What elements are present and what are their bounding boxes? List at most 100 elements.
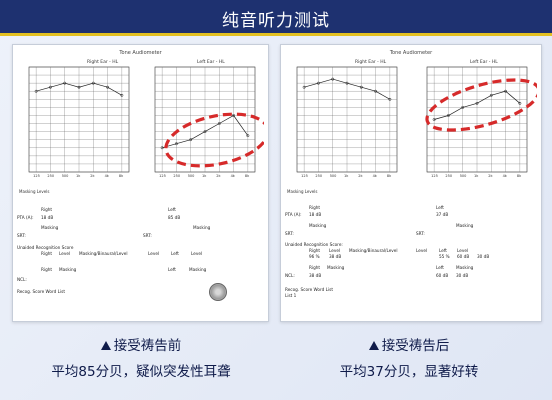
right-ear-grid — [28, 66, 130, 173]
data-point — [189, 138, 193, 142]
pta-right-value: 18 dB — [41, 215, 54, 220]
freq-tick-label: 8k — [387, 174, 392, 178]
audiogram-after-scan: Tone Audiometer Right Ear - HL Left Ear … — [280, 44, 542, 322]
left-ear-grid — [154, 66, 256, 173]
srt-left-label: SRT: — [416, 231, 425, 236]
left-level: 60 dB — [457, 254, 470, 259]
scan-title: Tone Audiometer — [389, 50, 433, 56]
form-right-label: Right — [309, 205, 321, 210]
masking-levels-label: Masking Levels — [287, 189, 317, 194]
data-point — [48, 85, 52, 89]
data-point — [91, 81, 95, 85]
data-point — [34, 89, 38, 93]
pta-left-value: 37 dB — [436, 212, 449, 217]
srt-left-label: SRT: — [143, 233, 152, 238]
pta-label: PTA (A): — [17, 215, 34, 220]
data-point — [461, 105, 465, 109]
chart-label-left: Left Ear - HL — [197, 59, 225, 65]
masking-right-label: Masking — [41, 225, 59, 230]
ncl-label: NCL: — [17, 277, 27, 282]
data-point — [316, 81, 320, 85]
ncl-masking-label: Masking — [59, 267, 77, 272]
left-masking: 30 dB — [477, 254, 490, 259]
caption-after: 接受祷告后 平均37分贝，显著好转 — [278, 334, 540, 380]
srt-label: SRT: — [285, 231, 294, 236]
freq-tick-label: 250 — [315, 174, 322, 178]
chart-label-right: Right Ear - HL — [87, 59, 119, 65]
caption-after-desc: 平均37分贝，显著好转 — [339, 364, 479, 380]
hearing-threshold-line — [304, 78, 391, 100]
ncl-masking-label: Masking — [327, 265, 345, 270]
ncl-right-value: 38 dB — [309, 273, 322, 278]
highlight-ellipse — [425, 78, 537, 132]
recog-list-label: Recog. Score Word List — [285, 287, 333, 292]
pta-label: PTA (A): — [285, 212, 302, 217]
data-point — [446, 114, 450, 117]
data-point — [331, 77, 335, 81]
list-number: List 1 — [285, 293, 297, 298]
triangle-up-icon — [100, 341, 111, 350]
freq-tick-label: 125 — [301, 174, 308, 178]
data-point — [63, 81, 67, 85]
recog-left-label: Left — [439, 248, 447, 253]
recognition-label: Unaided Recognition Score: — [285, 242, 343, 247]
freq-tick-label: 500 — [460, 174, 467, 178]
recog-left-label: Left — [171, 251, 179, 256]
audiogram-charts-before: Right Ear - HL Left Ear - HL 125 250 500 1k… — [19, 59, 264, 194]
recog-level3-label: Level — [191, 251, 203, 256]
recog-level-label: Level — [329, 248, 341, 253]
freq-tick-label: 4k — [231, 174, 236, 178]
data-point — [475, 101, 479, 105]
pta-left-value: 85 dB — [168, 215, 181, 220]
data-point — [217, 122, 221, 125]
recog-right-label: Right — [309, 248, 321, 253]
audiogram-charts-after: Right Ear - HL Left Ear - HL 125 250 500 1k… — [287, 59, 537, 194]
ncl-left-masking-value: 30 dB — [456, 273, 469, 278]
data-point — [77, 85, 81, 89]
data-point — [174, 142, 178, 146]
freq-tick-label: 500 — [330, 174, 337, 178]
data-point — [160, 146, 164, 150]
form-left-label: Left — [168, 207, 176, 212]
freq-tick-label: 2k — [90, 174, 95, 178]
left-score: 55 % — [439, 254, 450, 259]
recog-level2-label: Level — [416, 248, 428, 253]
form-right-label: Right — [41, 207, 53, 212]
data-point — [374, 89, 378, 93]
freq-tick-label: 8k — [245, 174, 250, 178]
data-point — [489, 93, 493, 97]
hearing-threshold-line — [434, 90, 521, 120]
freq-tick-label: 125 — [33, 174, 40, 178]
masking-left-label: Masking — [193, 225, 211, 230]
ncl-right-label: Right — [309, 265, 321, 270]
freq-tick-label: 125 — [159, 174, 166, 178]
data-point — [518, 101, 522, 105]
data-point — [106, 85, 110, 89]
pta-right-value: 18 dB — [309, 212, 322, 217]
freq-tick-label: 500 — [62, 174, 69, 178]
freq-tick-label: 1k — [76, 174, 81, 178]
freq-tick-label: 8k — [119, 174, 124, 178]
header-bar: 纯音听力测试 — [0, 0, 552, 36]
data-point — [359, 85, 363, 89]
data-point — [388, 97, 392, 101]
ncl-left-masking-label: Masking — [456, 265, 474, 270]
ncl-left-masking-label: Masking — [189, 267, 207, 272]
recognition-label: Unaided Recognition Score — [17, 245, 74, 250]
recog-level3-label: Level — [457, 248, 469, 253]
ncl-left-label: Left — [168, 267, 176, 272]
caption-before-title: 接受祷告前 — [113, 338, 182, 354]
form-left-label: Left — [436, 205, 444, 210]
right-score: 96 % — [309, 254, 320, 259]
data-point — [246, 134, 250, 138]
freq-tick-label: 250 — [173, 174, 180, 178]
freq-tick-label: 4k — [373, 174, 378, 178]
hearing-threshold-line — [36, 82, 123, 96]
ncl-left-label: Left — [436, 265, 444, 270]
freq-tick-label: 2k — [488, 174, 493, 178]
scan-title: Tone Audiometer — [119, 50, 162, 56]
srt-label: SRT: — [17, 233, 26, 238]
freq-tick-label: 125 — [431, 174, 438, 178]
data-point — [232, 114, 236, 117]
masking-levels-label: Masking Levels — [19, 189, 49, 194]
